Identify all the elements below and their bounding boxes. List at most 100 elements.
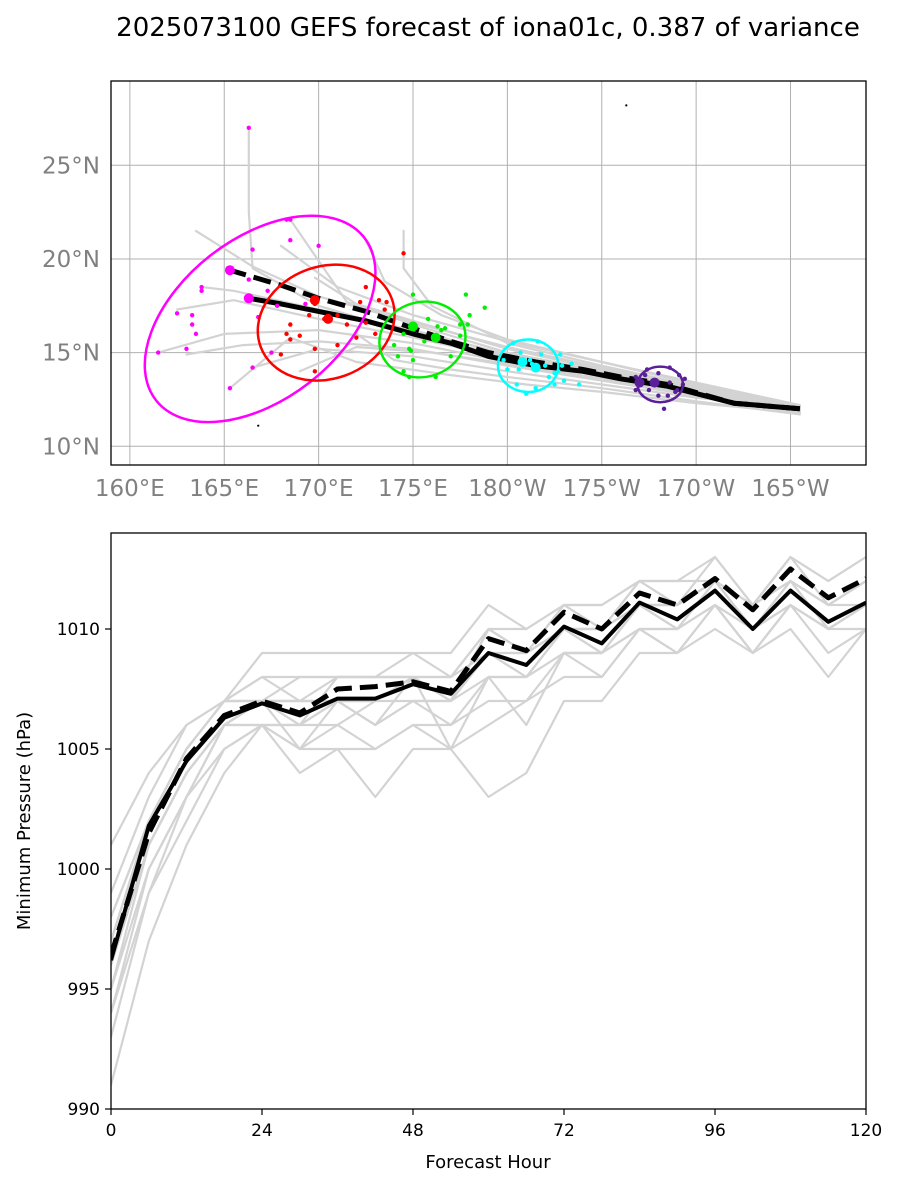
day5-member-point [633,387,638,393]
pressure-xtick-label: 120 [850,1121,882,1141]
day2-member-point [354,335,359,340]
pressure-xtick-label: 96 [704,1121,726,1141]
day1-member-point [155,350,161,355]
day5-member-point [667,380,672,385]
day3-member-point [401,331,406,337]
map-tick-labels: 160°E 165°E 170°E 175°E 180°W 175°W 170°W 165°W… [42,153,830,502]
day3-member-point [425,316,431,322]
day1-member-point [199,284,204,290]
day1-member-point [269,350,274,355]
day2-member-point [401,251,406,256]
member-track-line [402,229,802,408]
map-ytick-label: 15°N [42,341,100,367]
map-xtick-label: 175°E [378,476,448,502]
map-xtick-label: 170°W [657,476,735,502]
day1-member-point [250,365,255,370]
day4-mean-point [530,362,541,373]
day3-member-point [439,327,444,333]
day4-member-point [556,369,561,374]
day4-member-point [524,391,529,397]
day1-member-point [184,346,189,352]
member-track-line [355,332,802,416]
day4-member-point [539,352,544,357]
day3-spread-ellipse [378,300,467,379]
member-track-line [313,276,802,408]
member-pressure-line [111,555,866,846]
day1-member-point [284,217,289,222]
map-ytick-label: 25°N [42,153,100,179]
day2-member-point [297,333,302,338]
day2-member-point [278,352,284,357]
day1-member-point [193,331,199,337]
day1-member-point [316,243,321,249]
figure-title: 2025073100 GEFS forecast of iona01c, 0.3… [116,13,860,43]
map-xtick-label: 170°E [284,476,354,502]
day1-mean-dashed-point [224,265,235,276]
day5-member-point [656,393,661,398]
day5-member-point [633,374,638,380]
mean-pressure-dashed [111,566,866,957]
day5-member-point [665,393,671,398]
member-track-line [364,239,802,408]
day4-member-point [514,382,520,387]
day1-member-point [303,301,308,307]
day4-member-point [527,357,533,363]
day5-member-point [642,372,648,378]
day2-member-point [288,322,293,327]
day3-member-point [395,354,401,359]
day3-member-point [391,342,397,348]
pressure-ytick-label: 1000 [57,860,100,880]
day2-member-point [363,284,369,290]
day1-member-point [250,247,255,252]
day2-member-point [284,331,289,337]
day1-member-point [288,238,293,243]
day2-member-point [335,312,340,318]
day2-member-point [312,346,318,352]
day4-member-point [505,367,510,372]
day4-member-point [558,352,563,357]
day1-member-point [227,386,233,391]
day4-mean-dashed-point [517,356,528,367]
day4-member-point [535,339,540,344]
day4-spread-ellipse [496,338,560,394]
pressure-xtick-label: 0 [106,1121,117,1141]
pressure-frame [110,532,867,1110]
day1-member-point [274,303,280,308]
day4-member-point [569,361,574,367]
stray-marker [625,104,628,107]
y-axis-label: Minimum Pressure (hPa) [14,712,35,930]
day2-member-point [384,299,389,305]
pressure-xtick-label: 72 [553,1121,575,1141]
map-xtick-label: 160°E [95,476,165,502]
day1-member-point [189,322,195,327]
day4-member-point [561,378,567,383]
day4-member-point [510,341,516,346]
pressure-xtick-label: 24 [251,1121,273,1141]
day2-member-point [357,299,363,305]
day3-member-point [410,357,416,363]
x-axis-label: Forecast Hour [425,1152,551,1173]
day5-member-point [673,389,678,395]
day3-member-point [435,324,440,329]
stray-marker [257,424,260,427]
day2-member-point [363,320,369,325]
day3-member-point [422,339,427,344]
day2-member-point [312,369,318,374]
day4-member-point [542,363,548,368]
day4-member-point [552,382,557,387]
day5-member-point [644,367,650,372]
day1-member-point [189,312,195,318]
pressure-background [111,533,866,1109]
day5-member-point [682,376,687,382]
member-pressure-line [111,603,866,1014]
day4-member-point [552,371,557,376]
day3-mean-point [430,332,441,343]
mean-pressure-solid [111,588,866,961]
map-frame [110,80,867,466]
day2-member-point [373,331,378,337]
map-xtick-label: 165°W [751,476,829,502]
day1-member-point [246,125,251,131]
day5-member-point [667,365,672,370]
day4-member-point [559,363,565,368]
